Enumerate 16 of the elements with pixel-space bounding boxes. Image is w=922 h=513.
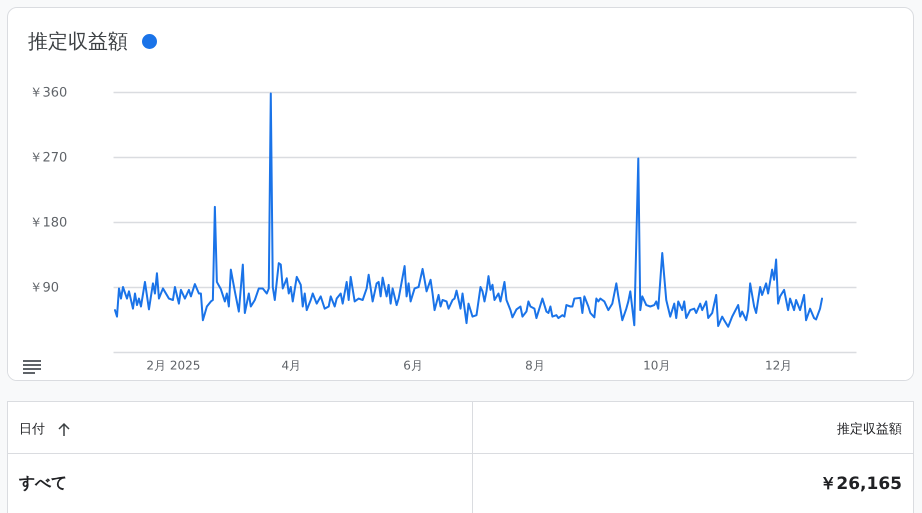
y-tick-label: ￥360 [30, 86, 68, 100]
x-tick-label: 6月 [403, 358, 423, 372]
chart-title: 推定収益額 [28, 28, 128, 55]
text: 推定収益額 [837, 421, 902, 438]
y-tick-label: ￥90 [30, 280, 60, 296]
x-tick-label: 8月 [525, 358, 545, 372]
x-tick-label: 2月 2025 [146, 358, 200, 372]
text: ￥26,165 [819, 473, 902, 495]
line-series [114, 92, 824, 328]
x-tick-label: 10月 [643, 358, 670, 372]
y-tick-label: ￥180 [30, 216, 68, 230]
x-tick-label: 4月 [281, 358, 302, 372]
text: すべて [19, 473, 67, 494]
y-tick-label: ￥270 [30, 150, 68, 166]
x-tick-label: 12月 [764, 358, 792, 372]
text: 日付 [19, 421, 45, 438]
